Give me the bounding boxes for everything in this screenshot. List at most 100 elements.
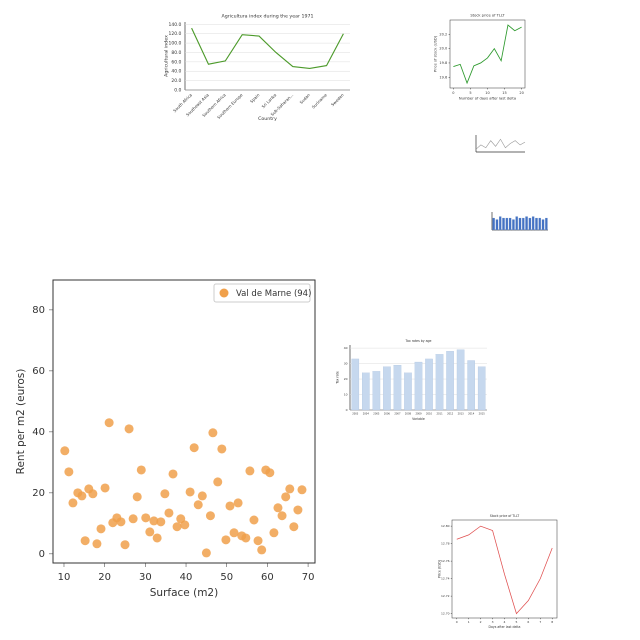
bar <box>435 354 444 411</box>
x-tick-label: 10 <box>58 572 71 583</box>
x-axis-label: Surface (m2) <box>150 587 218 599</box>
point <box>136 465 146 475</box>
x-tick-label: 5 <box>469 91 471 95</box>
point <box>180 520 190 530</box>
line <box>191 27 344 69</box>
point <box>257 545 267 555</box>
point <box>269 528 279 538</box>
point <box>233 498 243 508</box>
point <box>68 498 78 508</box>
y-tick-label: 30 <box>344 362 348 366</box>
point <box>221 535 231 545</box>
bar <box>492 217 495 231</box>
bar <box>522 217 525 231</box>
bar <box>351 358 360 411</box>
point <box>104 418 114 428</box>
y-tick-label: 12.74 <box>441 577 450 581</box>
y-tick-label: 40.0 <box>171 69 181 75</box>
x-axis-label: Number of days after last delta <box>459 97 516 101</box>
x-tick-label: 2007 <box>394 412 401 415</box>
x-tick-label: 2009 <box>415 412 422 415</box>
bar <box>505 217 509 231</box>
point <box>253 536 263 546</box>
point <box>241 533 251 543</box>
point <box>201 548 211 558</box>
point <box>285 484 295 494</box>
line <box>453 24 522 85</box>
point <box>297 485 307 495</box>
point <box>132 492 142 502</box>
chart-title: Agricultura index during the year 1971 <box>222 14 314 20</box>
plot-frame <box>451 519 558 619</box>
bar <box>535 217 538 231</box>
point <box>197 491 207 501</box>
line <box>475 138 526 150</box>
bar <box>446 351 454 411</box>
y-tick-label: 80 <box>32 305 45 316</box>
x-tick-label: 2012 <box>447 412 454 415</box>
x-tick-label: 0 <box>452 91 454 95</box>
chart-title: Stock price of TLLT <box>490 514 520 518</box>
point <box>208 428 218 438</box>
bar <box>508 217 512 231</box>
x-tick-label: 4 <box>504 620 506 624</box>
point <box>160 489 170 499</box>
x-tick-label: 40 <box>180 572 193 583</box>
bar <box>425 358 433 411</box>
y-tick-label: 40 <box>32 427 45 438</box>
y-tick-label: 12.80 <box>441 524 450 528</box>
x-tick-label: 20 <box>98 572 111 583</box>
x-tick-label: 60 <box>261 572 274 583</box>
x-tick-label: 50 <box>220 572 233 583</box>
point <box>92 539 102 549</box>
y-tick-label: 120.0 <box>169 31 182 37</box>
y-axis-label: Price of stock (USD) <box>433 35 437 72</box>
y-tick-label: 20.0 <box>171 78 181 84</box>
point <box>193 500 203 510</box>
y-tick-label: 100.0 <box>169 41 182 47</box>
x-tick-label: 20 <box>519 91 523 95</box>
y-tick-label: 80.0 <box>171 50 181 56</box>
legend-marker <box>219 288 229 298</box>
y-tick-label: 0.0 <box>174 88 181 94</box>
point <box>60 446 70 456</box>
point <box>120 540 130 550</box>
bar <box>498 216 502 231</box>
chart-title: Tax rates by age <box>405 339 432 343</box>
y-axis-label: Agricultural index <box>164 35 170 77</box>
y-tick-label: 20 <box>344 377 348 381</box>
x-axis-label: Days after last delta <box>489 625 521 629</box>
point <box>64 467 74 477</box>
point <box>172 522 182 532</box>
point <box>77 491 87 501</box>
bar <box>414 361 423 411</box>
point <box>293 505 303 515</box>
point <box>225 501 235 511</box>
y-tick-label: 19.6 <box>439 75 447 79</box>
point <box>80 536 90 546</box>
point <box>149 516 159 526</box>
x-tick-label: 2014 <box>468 412 475 415</box>
y-tick-label: 20 <box>32 488 45 499</box>
bar <box>393 365 402 411</box>
bar <box>525 216 528 231</box>
x-tick-label: 2010 <box>426 412 433 415</box>
y-tick-label: 140.0 <box>169 22 182 28</box>
point <box>229 528 239 538</box>
x-tick-label: Suriname <box>311 92 329 110</box>
point <box>88 489 98 499</box>
x-tick-label: 7 <box>539 620 541 624</box>
bar <box>467 360 475 411</box>
point <box>145 527 155 537</box>
point <box>249 515 259 525</box>
chart-title: Stock price of TLLT <box>470 13 505 17</box>
x-tick-label: 2004 <box>363 412 370 415</box>
x-tick-label: Sweden <box>330 92 345 107</box>
point <box>141 513 151 523</box>
point <box>277 511 287 521</box>
point <box>217 444 227 454</box>
bar <box>531 216 535 231</box>
y-tick-label: 40 <box>344 346 348 350</box>
point <box>245 466 255 476</box>
y-axis-label: Tax rate <box>335 371 339 385</box>
